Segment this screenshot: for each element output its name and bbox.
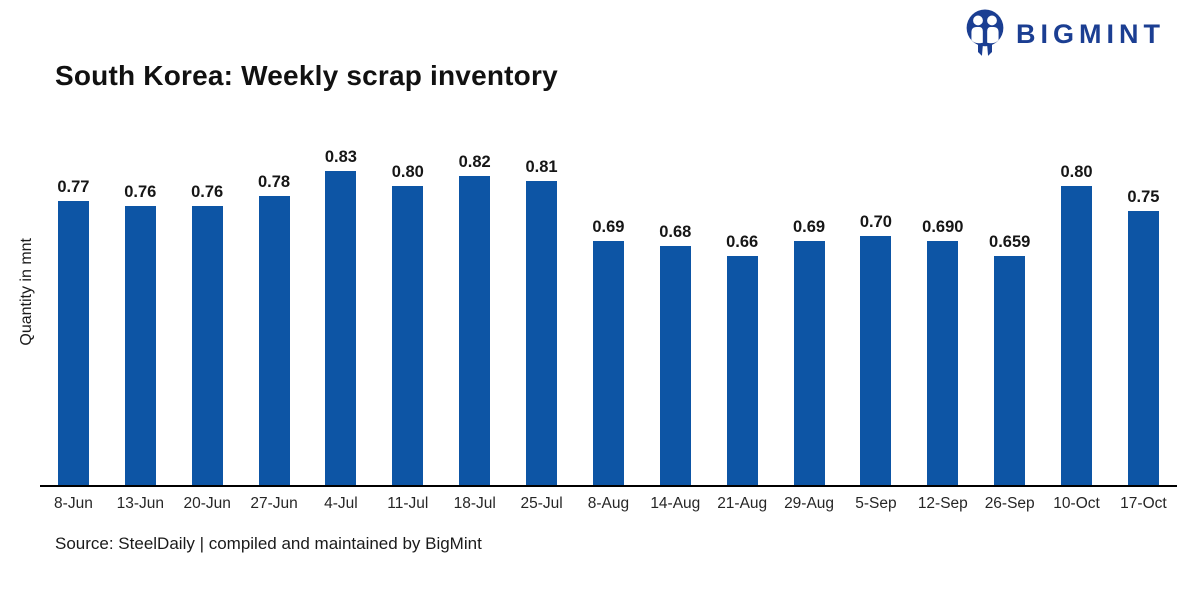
x-axis-tick-label: 17-Oct (1120, 495, 1167, 512)
x-axis-tick-label: 4-Jul (324, 495, 358, 512)
bar-value-label: 0.690 (922, 217, 964, 236)
x-axis-tick-label: 14-Aug (650, 495, 701, 512)
x-axis-labels: 8-Jun 13-Jun 20-Jun 27-Jun 4-Jul 11-Jul 18-Jul… (40, 487, 1177, 513)
bar-value-label: 0.68 (659, 222, 692, 241)
bar (793, 240, 825, 485)
bar-group: 0.76 (107, 136, 174, 485)
x-axis-tick-label: 8-Jun (54, 495, 93, 512)
bar (994, 256, 1026, 485)
source-note: Source: SteelDaily | compiled and mainta… (55, 534, 482, 553)
bar (392, 185, 424, 485)
bar-group: 0.66 (709, 136, 776, 485)
bar-value-label: 0.69 (793, 217, 826, 236)
bar-value-label: 0.76 (191, 182, 224, 201)
bar-group: 0.83 (308, 136, 375, 485)
bar (258, 195, 290, 485)
bar (526, 180, 558, 485)
bar (124, 205, 156, 485)
bigmint-logo-text: BIGMINT (1016, 18, 1165, 49)
bar-group: 0.75 (1110, 136, 1177, 485)
bar-group: 0.70 (843, 136, 910, 485)
bar (1127, 210, 1159, 485)
plot-area: 0.77 0.76 0.76 0.78 0.83 0.80 0.82 0.81 0.69 0.68… (40, 136, 1177, 487)
bar-group: 0.80 (374, 136, 441, 485)
bar-group: 0.77 (40, 136, 107, 485)
y-axis-label: Quantity in mnt (18, 237, 35, 346)
bar-group: 0.80 (1043, 136, 1110, 485)
bar-value-label: 0.77 (57, 177, 90, 196)
x-axis-tick-label: 5-Sep (855, 495, 897, 512)
bars-container: 0.77 0.76 0.76 0.78 0.83 0.80 0.82 0.81 0.69 0.68… (40, 136, 1177, 485)
bar (860, 235, 892, 485)
x-axis-tick-label: 20-Jun (183, 495, 231, 512)
bar-group: 0.69 (776, 136, 843, 485)
x-axis-tick-label: 21-Aug (717, 495, 768, 512)
bar (57, 200, 89, 485)
bar-group: 0.68 (642, 136, 709, 485)
chart-title: South Korea: Weekly scrap inventory (55, 60, 558, 91)
bar-value-label: 0.83 (324, 147, 357, 166)
bar-value-label: 0.80 (1060, 162, 1093, 181)
x-axis-tick-label: 13-Jun (116, 495, 165, 512)
bar-value-label: 0.82 (458, 152, 491, 171)
bar-value-label: 0.70 (859, 212, 892, 231)
bar-group: 0.69 (575, 136, 642, 485)
bar (726, 255, 758, 485)
bar-group: 0.690 (909, 136, 976, 485)
bigmint-logo: BIGMINT (964, 8, 1165, 60)
chart-area: Quantity in mnt 0.77 0.76 0.76 0.78 0.83 0.80… (14, 136, 1177, 513)
x-axis-tick-label: 26-Sep (984, 495, 1035, 512)
bar (592, 240, 624, 485)
bar-value-label: 0.75 (1127, 187, 1160, 206)
x-axis-tick-label: 18-Jul (453, 495, 496, 512)
bar (659, 245, 691, 485)
x-axis-tick-label: 25-Jul (520, 495, 563, 512)
bar (1061, 185, 1093, 485)
bar (191, 205, 223, 485)
x-axis-tick-label: 8-Aug (587, 495, 630, 512)
bar (325, 170, 357, 485)
bar-value-label: 0.76 (124, 182, 157, 201)
bigmint-logo-icon (964, 8, 1006, 60)
bar-group: 0.659 (976, 136, 1043, 485)
bar-value-label: 0.66 (726, 232, 759, 251)
bar-value-label: 0.659 (989, 233, 1031, 252)
bar-group: 0.82 (441, 136, 508, 485)
x-axis-tick-label: 11-Jul (387, 495, 429, 512)
bar-group: 0.81 (508, 136, 575, 485)
x-axis-tick-label: 27-Jun (250, 495, 298, 512)
bar (927, 240, 959, 485)
bar-group: 0.78 (241, 136, 308, 485)
x-axis-tick-label: 29-Aug (784, 495, 835, 512)
bar-group: 0.76 (174, 136, 241, 485)
bar (459, 175, 491, 485)
y-axis-label-column: Quantity in mnt (14, 136, 40, 487)
x-axis-tick-label: 12-Sep (917, 495, 968, 512)
bar-value-label: 0.80 (391, 162, 424, 181)
x-axis-tick-label: 10-Oct (1053, 495, 1100, 512)
bar-value-label: 0.81 (525, 157, 558, 176)
bar-value-label: 0.69 (592, 217, 625, 236)
plot-wrapper: 0.77 0.76 0.76 0.78 0.83 0.80 0.82 0.81 0.69 0.68… (40, 136, 1177, 513)
bar-value-label: 0.78 (258, 172, 291, 191)
